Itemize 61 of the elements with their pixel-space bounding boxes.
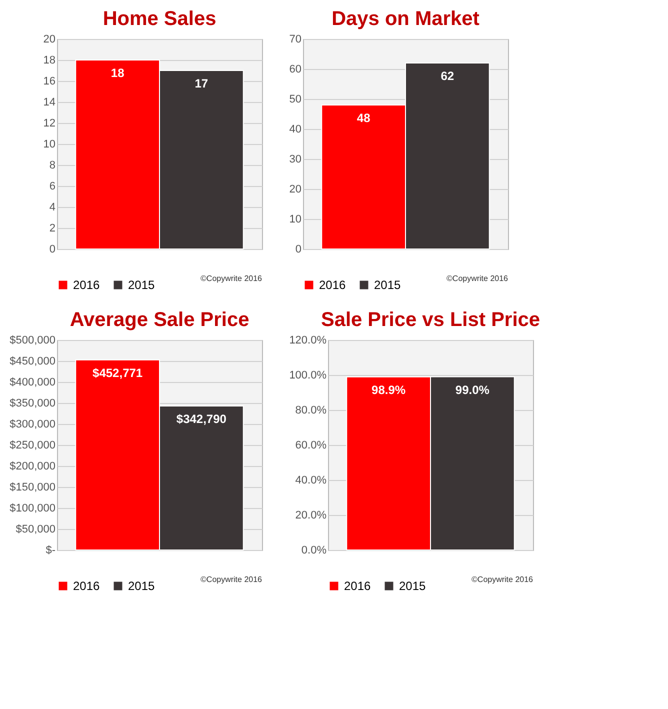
y-tick-label: $200,000 [10, 460, 56, 472]
y-tick-label: $- [46, 544, 56, 556]
data-label: $342,790 [176, 412, 227, 426]
data-label: 62 [440, 69, 454, 83]
legend-label: 2016 [73, 278, 100, 292]
y-tick-label: 80.0% [295, 404, 327, 416]
chart-title: Days on Market [332, 8, 480, 30]
data-label: 99.0% [455, 382, 490, 397]
y-tick-label: $100,000 [10, 502, 56, 514]
y-tick-label: 20 [43, 34, 56, 46]
y-tick-label: $50,000 [16, 524, 56, 536]
y-tick-label: 40.0% [295, 474, 327, 486]
y-tick-label: $400,000 [10, 376, 56, 388]
y-tick-label: 50 [289, 94, 302, 106]
legend-label: 2015 [128, 278, 156, 292]
chart-title: Sale Price vs List Price [320, 309, 540, 331]
y-tick-label: 30 [289, 154, 302, 166]
data-label: 98.9% [372, 382, 406, 397]
chart-title: Average Sale Price [70, 309, 250, 331]
y-tick-label: 4 [49, 202, 56, 214]
y-tick-label: 40 [289, 124, 302, 136]
data-label: $452,771 [92, 366, 143, 380]
y-tick-label: $450,000 [10, 356, 56, 368]
legend-label: 2015 [374, 278, 402, 292]
y-tick-label: 20 [289, 184, 302, 196]
y-tick-label: 14 [43, 96, 56, 108]
y-tick-label: $350,000 [10, 398, 56, 410]
y-tick-label: 12 [43, 118, 56, 130]
data-label: 18 [110, 66, 125, 80]
y-tick-label: 20.0% [295, 510, 327, 522]
y-tick-label: $150,000 [10, 482, 56, 494]
y-tick-label: 120.0% [289, 334, 327, 346]
y-tick-label: 2 [49, 222, 56, 234]
text: ©Copywrite 2016 [200, 575, 263, 584]
legend-label: 2015 [128, 579, 156, 593]
legend-label: 2015 [399, 579, 426, 593]
legend-label: 2016 [73, 579, 100, 593]
y-tick-label: 10 [43, 138, 56, 150]
y-tick-label: 16 [43, 76, 56, 88]
y-tick-label: $500,000 [10, 334, 56, 346]
text: ©Copywrite 2016 [200, 274, 263, 283]
data-label: 17 [194, 76, 208, 90]
y-tick-label: 60 [289, 64, 302, 76]
y-tick-label: 0.0% [301, 544, 327, 556]
y-tick-label: 100.0% [289, 370, 327, 382]
y-tick-label: 0 [49, 244, 56, 256]
y-tick-label: 8 [49, 160, 56, 172]
y-tick-label: 0 [295, 244, 302, 256]
y-tick-label: 70 [289, 34, 302, 46]
y-tick-label: 6 [49, 180, 56, 192]
y-tick-label: 60.0% [295, 440, 327, 452]
chart-title: Home Sales [102, 8, 216, 30]
y-tick-label: 10 [289, 214, 302, 226]
legend-label: 2016 [344, 579, 372, 593]
data-label: 48 [356, 111, 371, 125]
y-tick-label: 18 [43, 54, 56, 66]
legend-label: 2016 [319, 278, 346, 292]
text: ©Copywrite 2016 [472, 575, 534, 584]
y-tick-label: $300,000 [10, 418, 56, 430]
y-tick-label: $250,000 [10, 440, 56, 452]
text: ©Copywrite 2016 [446, 274, 509, 283]
